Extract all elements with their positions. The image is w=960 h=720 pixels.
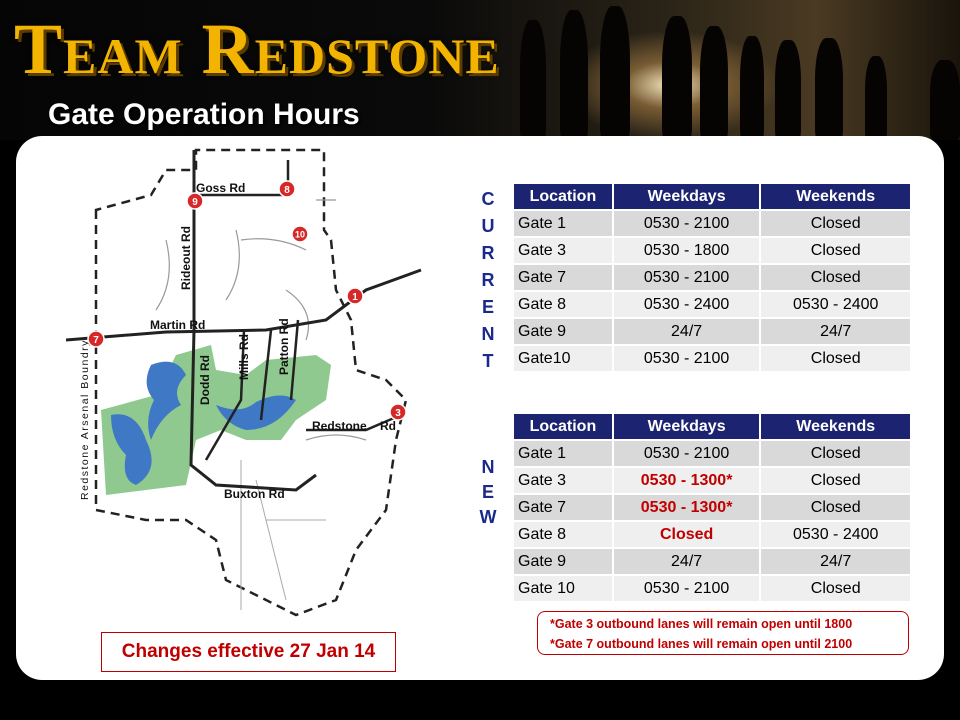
road-martin: [66, 268, 422, 342]
column-header: Weekdays: [611, 414, 761, 440]
svg-text:3: 3: [395, 408, 401, 419]
road-label: Buxton Rd: [224, 487, 285, 501]
table-row: Gate 9 24/7 24/7: [512, 317, 910, 345]
water-area: [216, 395, 296, 430]
boundary-line: [94, 148, 408, 617]
soldier-silhouette: [700, 26, 728, 140]
svg-text:8: 8: [284, 185, 290, 196]
table-row: Gate 1 0530 - 2100 Closed: [512, 439, 910, 467]
table-header-row: Location Weekdays Weekends: [512, 184, 910, 210]
table-row: Gate 3 0530 - 1300* Closed: [512, 466, 910, 494]
column-header: Location: [512, 414, 613, 440]
green-area: [101, 345, 331, 495]
road-label: Mills Rd: [237, 334, 251, 380]
note-line: *Gate 7 outbound lanes will remain open …: [550, 637, 853, 651]
gate-marker: 10: [291, 225, 309, 243]
gate-marker: 9: [186, 192, 204, 210]
road-dodd: [204, 329, 246, 461]
gate-marker: 3: [389, 403, 407, 421]
column-header: Weekdays: [611, 184, 761, 210]
soldier-silhouette: [865, 56, 887, 140]
table-row: Gate 9 24/7 24/7: [512, 547, 910, 575]
road-label: Goss Rd: [196, 181, 245, 195]
brand-logo: Team Redstone: [14, 9, 500, 89]
soldier-silhouette: [740, 36, 764, 140]
svg-text:9: 9: [192, 197, 198, 208]
svg-text:10: 10: [295, 230, 305, 240]
water-area: [111, 414, 152, 485]
road-label: Rideout Rd: [179, 226, 193, 290]
table-row: Gate 10 0530 - 2100 Closed: [512, 574, 910, 601]
road-patton: [289, 319, 300, 401]
installation-map: Goss Rd Rideout Rd Martin Rd Dodd Rd Mil…: [66, 148, 422, 617]
soldier-silhouette: [815, 38, 843, 140]
gate-marker: 7: [87, 330, 105, 348]
column-header: Weekends: [759, 184, 910, 210]
soldier-silhouette: [600, 6, 630, 140]
road-label: Rd: [380, 419, 396, 433]
table-row: Gate10 0530 - 2100 Closed: [512, 344, 910, 371]
outbound-lanes-note: *Gate 3 outbound lanes will remain open …: [537, 611, 909, 655]
table-row: Gate 1 0530 - 2100 Closed: [512, 209, 910, 237]
gate-marker: 1: [346, 287, 364, 305]
current-hours-table: Location Weekdays Weekends Gate 1 0530 - …: [512, 184, 910, 371]
soldier-silhouette: [520, 20, 546, 140]
table-row: Gate 3 0530 - 1800 Closed: [512, 236, 910, 264]
svg-text:1: 1: [352, 292, 358, 303]
table-row: Gate 7 0530 - 2100 Closed: [512, 263, 910, 291]
svg-text:7: 7: [93, 335, 99, 346]
header-banner: Team Redstone Gate Operation Hours: [0, 0, 960, 140]
soldier-silhouette: [560, 10, 588, 140]
gate-marker: 8: [278, 180, 296, 198]
road-label: Redstone: [312, 419, 367, 433]
road-redstone: [306, 413, 402, 432]
road-rideout: [189, 150, 317, 492]
new-hours-table: Location Weekdays Weekends Gate 1 0530 - …: [512, 414, 910, 601]
minor-roads: [155, 199, 367, 441]
boundary-label: Redstone Arsenal Boundry: [79, 339, 91, 500]
table-row: Gate 7 0530 - 1300* Closed: [512, 493, 910, 521]
soldier-silhouette: [662, 16, 692, 140]
effective-date-callout: Changes effective 27 Jan 14: [101, 632, 396, 672]
table-row: Gate 8 Closed 0530 - 2400: [512, 520, 910, 548]
note-line: *Gate 3 outbound lanes will remain open …: [550, 617, 853, 631]
column-header: Location: [512, 184, 613, 210]
soldier-silhouette: [930, 60, 960, 140]
table-header-row: Location Weekdays Weekends: [512, 414, 910, 440]
road-mills: [259, 329, 273, 421]
page-title: Gate Operation Hours: [48, 98, 360, 131]
water-area: [146, 361, 186, 440]
road-label: Martin Rd: [150, 318, 205, 332]
road-label: Dodd Rd: [198, 355, 212, 405]
road-label: Patton Rd: [277, 318, 291, 375]
column-header: Weekends: [759, 414, 910, 440]
minor-roads: [240, 460, 326, 610]
table-row: Gate 8 0530 - 2400 0530 - 2400: [512, 290, 910, 318]
soldier-silhouette: [775, 40, 801, 140]
